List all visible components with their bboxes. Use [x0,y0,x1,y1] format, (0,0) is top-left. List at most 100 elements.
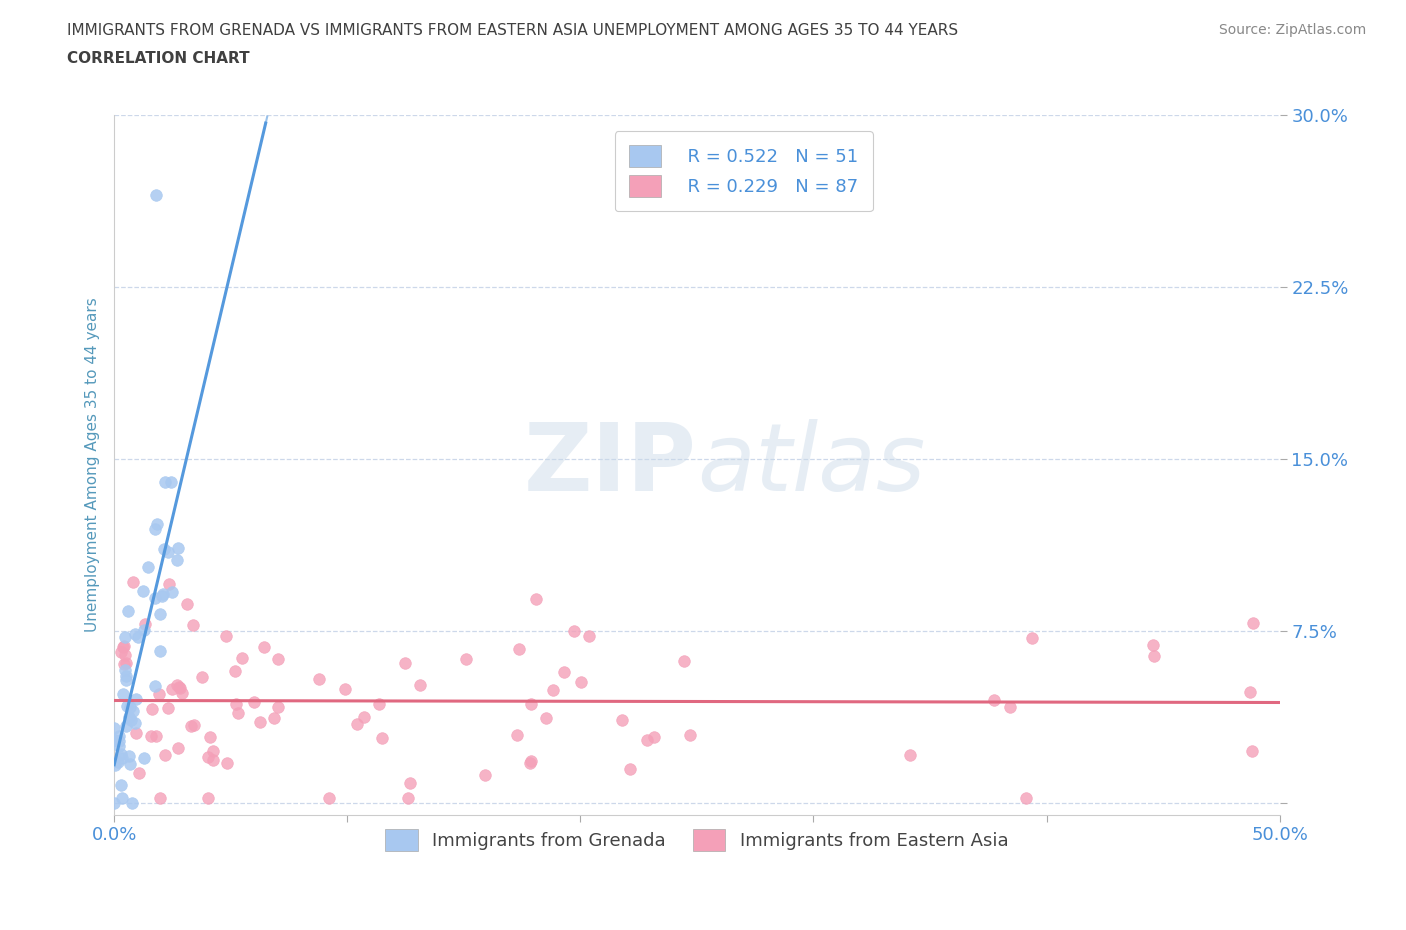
Point [160,682,183,697]
Point [519,755,541,770]
Point [114,669,136,684]
Point [143,591,166,605]
Point [170,685,193,700]
Point [166,677,188,692]
Point [353,710,375,724]
Point [983,693,1005,708]
Point [1143,648,1166,663]
Point [108,733,131,748]
Point [263,711,285,725]
Point [112,686,135,701]
Point [146,517,169,532]
Point [308,672,330,687]
Point [118,756,141,771]
Point [128,766,150,781]
Y-axis label: Unemployment Among Ages 35 to 44 years: Unemployment Among Ages 35 to 44 years [86,298,100,632]
Point [564,623,586,638]
Point [519,697,541,711]
Point [242,694,264,709]
Point [612,712,634,727]
Point [122,575,145,590]
Point [1241,743,1264,758]
Point [150,589,173,604]
Point [215,629,238,644]
Point [156,544,179,559]
Point [136,559,159,574]
Point [111,751,134,765]
Point [553,664,575,679]
Point [197,750,219,764]
Point [104,758,127,773]
Text: Source: ZipAtlas.com: Source: ZipAtlas.com [1219,23,1367,37]
Point [167,540,190,555]
Point [108,739,131,754]
Point [519,753,541,768]
Point [112,657,135,671]
Point [197,791,219,806]
Point [169,680,191,695]
Point [149,644,172,658]
Point [118,710,141,724]
Point [394,656,416,671]
Point [117,604,139,618]
Point [143,521,166,536]
Point [134,617,156,631]
Point [125,692,148,707]
Point [474,767,496,782]
Point [619,762,641,777]
Point [167,740,190,755]
Point [107,728,129,743]
Point [333,682,356,697]
Point [180,719,202,734]
Point [134,622,156,637]
Point [267,652,290,667]
Point [181,618,204,632]
Point [111,639,134,654]
Point [998,699,1021,714]
Point [198,730,221,745]
Point [231,650,253,665]
Point [643,729,665,744]
Point [114,648,136,663]
Point [127,630,149,644]
Point [141,701,163,716]
Text: CORRELATION CHART: CORRELATION CHART [67,51,250,66]
Point [201,743,224,758]
Point [249,714,271,729]
Point [114,663,136,678]
Point [169,679,191,694]
Point [1239,684,1261,699]
Point [160,474,183,489]
Point [253,640,276,655]
Legend: Immigrants from Grenada, Immigrants from Eastern Asia: Immigrants from Grenada, Immigrants from… [378,821,1015,858]
Point [110,645,132,660]
Point [541,683,564,698]
Point [104,732,127,747]
Point [1021,631,1043,645]
Point [124,716,146,731]
Point [111,790,134,805]
Point [143,678,166,693]
Point [110,747,132,762]
Point [120,713,142,728]
Point [110,777,132,792]
Point [157,577,180,591]
Point [569,674,592,689]
Point [115,699,138,714]
Point [103,795,125,810]
Point [398,776,420,790]
Point [898,748,921,763]
Point [120,699,142,714]
Point [371,731,394,746]
Point [191,670,214,684]
Point [1241,616,1264,631]
Point [534,711,557,725]
Point [160,585,183,600]
Text: IMMIGRANTS FROM GRENADA VS IMMIGRANTS FROM EASTERN ASIA UNEMPLOYMENT AMONG AGES : IMMIGRANTS FROM GRENADA VS IMMIGRANTS FR… [67,23,959,38]
Point [131,583,153,598]
Point [157,700,180,715]
Text: ZIP: ZIP [524,418,697,511]
Point [318,791,340,806]
Point [114,630,136,644]
Point [155,748,177,763]
